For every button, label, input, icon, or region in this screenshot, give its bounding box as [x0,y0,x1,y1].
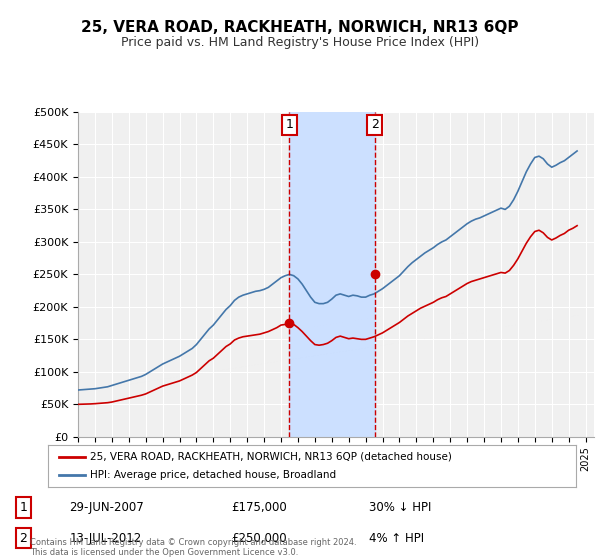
Text: £250,000: £250,000 [231,531,287,545]
Text: 1: 1 [286,119,293,132]
Text: 25, VERA ROAD, RACKHEATH, NORWICH, NR13 6QP: 25, VERA ROAD, RACKHEATH, NORWICH, NR13 … [81,20,519,35]
Text: 13-JUL-2012: 13-JUL-2012 [70,531,142,545]
Text: Contains HM Land Registry data © Crown copyright and database right 2024.
This d: Contains HM Land Registry data © Crown c… [30,538,356,557]
Bar [289,112,375,437]
Text: HPI: Average price, detached house, Broadland: HPI: Average price, detached house, Broa… [90,470,337,480]
Text: Price paid vs. HM Land Registry's House Price Index (HPI): Price paid vs. HM Land Registry's House … [121,36,479,49]
Text: £175,000: £175,000 [231,501,287,514]
Text: 1: 1 [20,501,28,514]
Text: 2: 2 [20,531,28,545]
Text: 4% ↑ HPI: 4% ↑ HPI [369,531,424,545]
Text: 30% ↓ HPI: 30% ↓ HPI [369,501,431,514]
Text: 25, VERA ROAD, RACKHEATH, NORWICH, NR13 6QP (detached house): 25, VERA ROAD, RACKHEATH, NORWICH, NR13 … [90,452,452,462]
Text: 29-JUN-2007: 29-JUN-2007 [70,501,145,514]
Text: 2: 2 [371,119,379,132]
